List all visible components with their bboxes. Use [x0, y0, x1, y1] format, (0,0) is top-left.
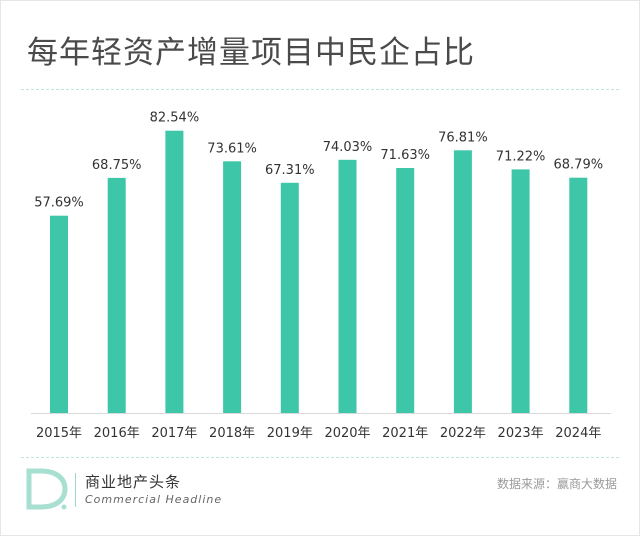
chart-title: 每年轻资产增量项目中民企占比	[27, 35, 475, 71]
bar-value-label: 68.75%	[92, 158, 142, 173]
bar	[511, 169, 530, 413]
title-divider	[21, 89, 619, 90]
bar	[453, 150, 472, 414]
bar-chart: 57.69% 2015年 68.75% 2016年 82.54% 2017年 73.61% 2…	[31, 111, 611, 441]
bar	[280, 182, 299, 413]
x-tick-label: 2020年	[324, 426, 370, 441]
data-source: 数据来源：赢商大数据	[496, 477, 617, 491]
logo-separator	[75, 473, 76, 507]
bar-value-label: 57.69%	[34, 196, 84, 211]
footer-divider	[21, 457, 619, 458]
logo-chinese-name: 商业地产头条	[85, 473, 182, 491]
bar	[338, 159, 357, 413]
x-tick-label: 2018年	[209, 426, 255, 441]
bar-value-label: 73.61%	[207, 141, 257, 156]
x-tick-label: 2016年	[94, 426, 140, 441]
bar	[50, 215, 68, 413]
bar	[223, 161, 242, 413]
x-tick-label: 2021年	[382, 426, 428, 441]
x-tick-label: 2019年	[267, 426, 313, 441]
bar	[165, 130, 184, 413]
bar-value-label: 68.79%	[554, 158, 604, 173]
bar-value-label: 82.54%	[150, 111, 200, 126]
x-tick-label: 2017年	[151, 426, 197, 441]
logo-d-icon	[26, 468, 68, 510]
logo-english-name: Commercial Headline	[85, 493, 223, 506]
bar	[569, 177, 588, 413]
x-tick-label: 2023年	[498, 426, 544, 441]
x-tick-label: 2024年	[555, 426, 601, 441]
bar	[396, 168, 415, 413]
bar-value-label: 71.63%	[380, 148, 430, 163]
x-tick-label: 2022年	[440, 426, 486, 441]
bar-value-label: 74.03%	[323, 140, 373, 155]
bar-value-label: 67.31%	[265, 163, 315, 178]
x-tick-label: 2015年	[36, 426, 82, 441]
bar-value-label: 76.81%	[438, 130, 488, 145]
bar-value-label: 71.22%	[496, 149, 546, 164]
bar	[107, 177, 126, 413]
